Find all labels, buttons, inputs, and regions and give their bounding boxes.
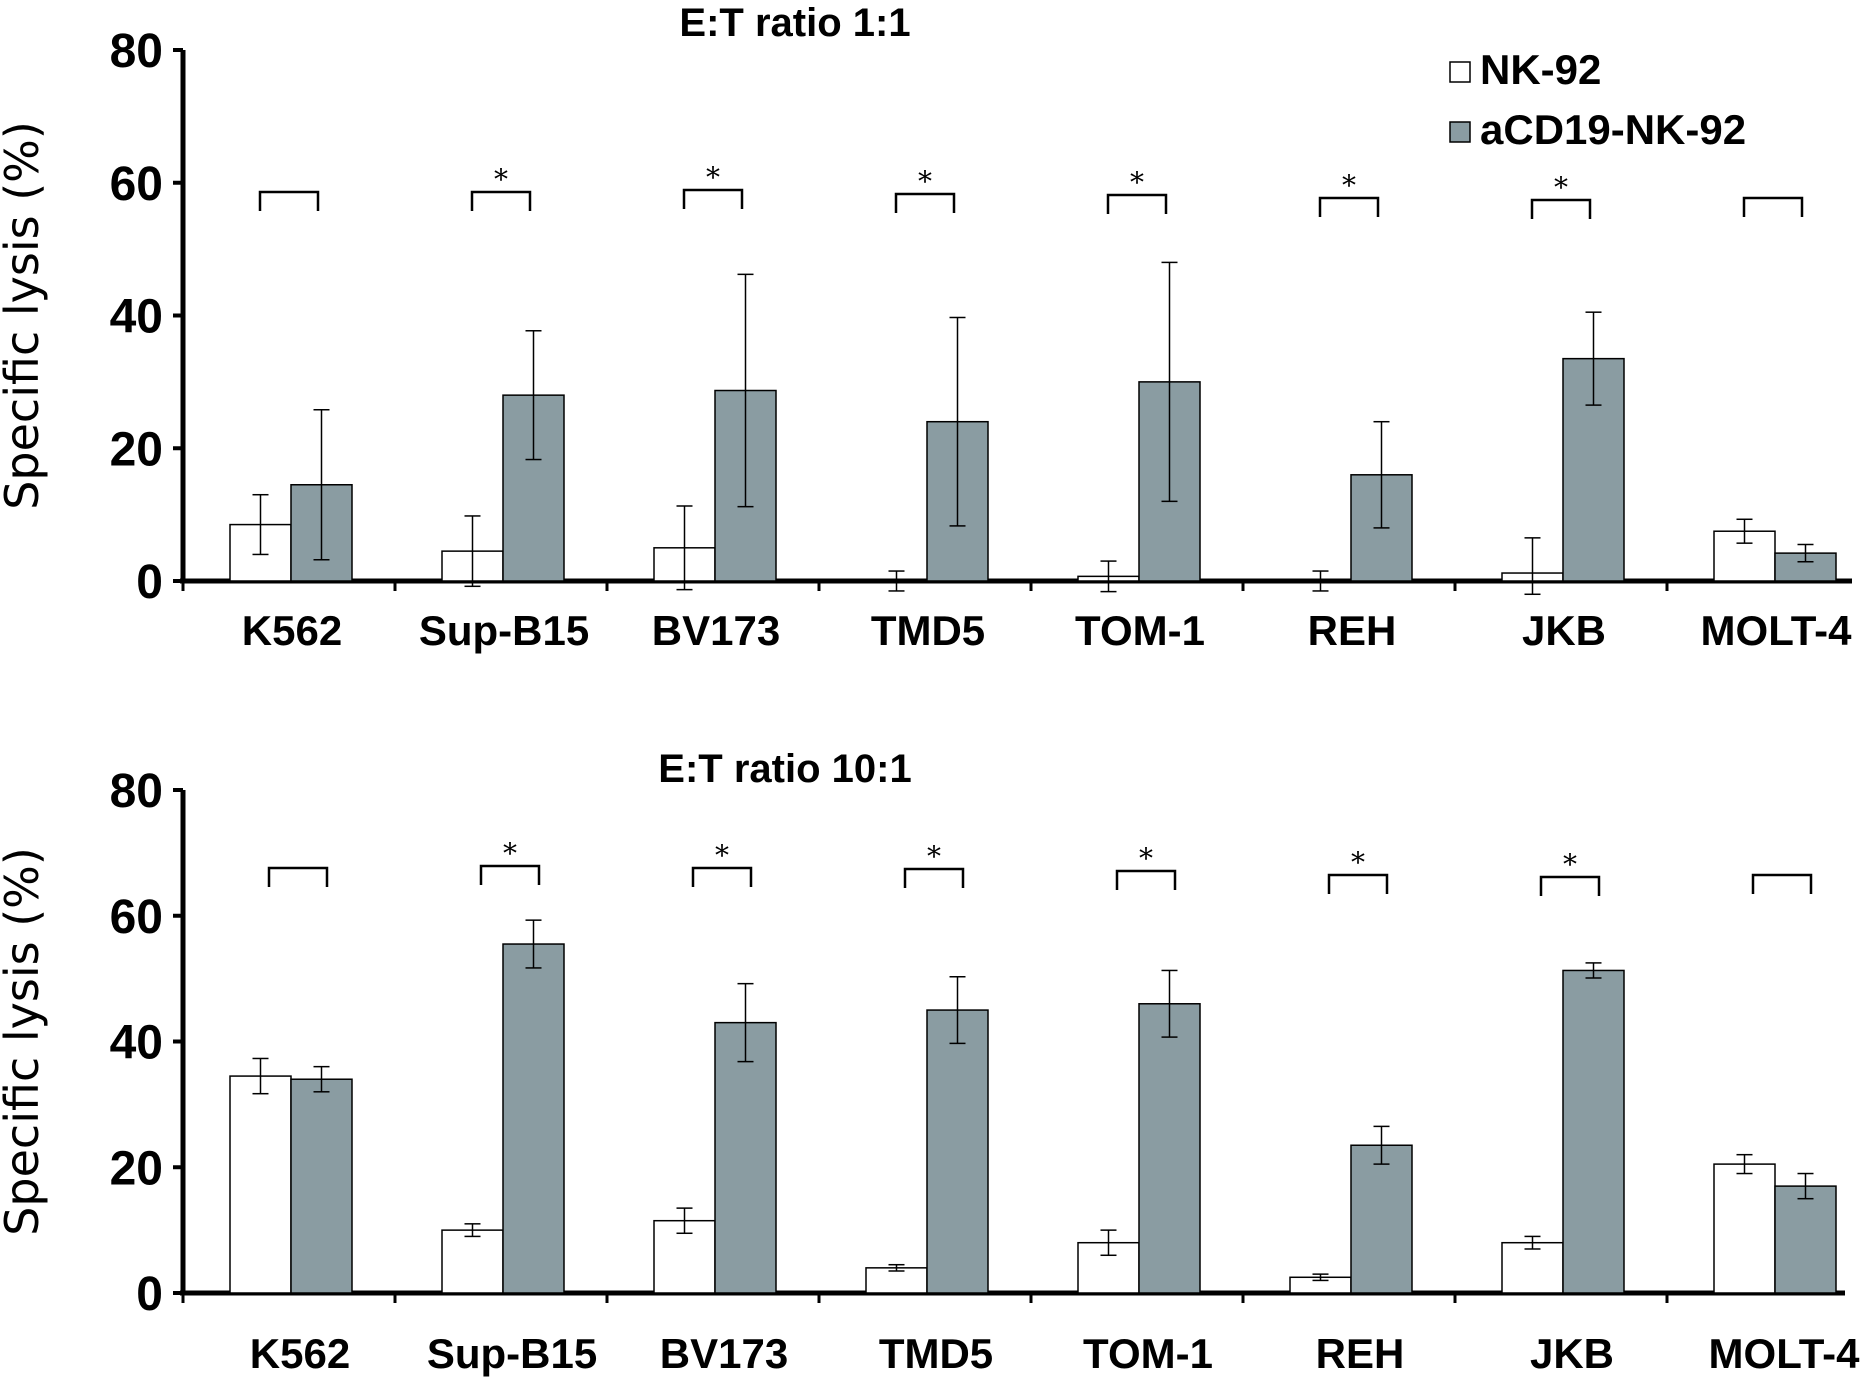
bar-nk92 [1501,1241,1564,1294]
legend-swatch-nk92 [1449,61,1471,83]
bar-acd19 [502,943,565,1294]
significance-bracket [903,867,965,888]
significance-bracket [1106,193,1168,214]
significance-marker: * [503,837,517,870]
y-tick-label: 40 [110,1017,163,1070]
significance-bracket [682,188,744,209]
significance-bracket [470,190,532,211]
bar-nk92 [1713,1163,1776,1294]
y-tick-label: 0 [136,556,163,609]
significance-marker: * [715,839,729,872]
significance-marker: * [1351,846,1365,879]
category-label: BV173 [660,1330,788,1377]
significance-marker: * [706,161,720,194]
category-label: Sup-B15 [427,1330,597,1377]
category-label: TMD5 [871,607,985,654]
significance-marker: * [1130,166,1144,199]
category-label: K562 [242,607,342,654]
bar-acd19 [926,1009,989,1294]
bar-acd19 [290,1078,353,1294]
category-label: MOLT-4 [1709,1330,1861,1377]
bar-acd19 [1562,969,1625,1294]
category-label: TOM-1 [1083,1330,1213,1377]
category-label: TOM-1 [1075,607,1205,654]
legend-swatch-acd19 [1449,121,1471,143]
bar-acd19 [714,1021,777,1294]
category-label: REH [1308,607,1397,654]
significance-marker: * [927,840,941,873]
y-tick-label: 20 [110,423,163,476]
y-tick-label: 80 [110,765,163,818]
y-tick-label: 80 [110,25,163,78]
significance-bracket [258,190,320,211]
bar-nk92 [229,1075,292,1294]
significance-bracket [267,866,329,887]
bar-nk92 [441,1229,504,1294]
significance-bracket [1742,196,1804,217]
significance-bracket [1115,869,1177,890]
panel-2: E:T ratio 10:1 0 20 40 60 80 Specific lysis (%… [0,747,1860,1377]
legend-label: NK-92 [1480,46,1601,93]
significance-bracket [1751,873,1813,894]
significance-marker: * [1139,842,1153,875]
y-tick-label: 40 [110,291,163,344]
legend: NK-92 aCD19-NK-92 [1449,46,1746,153]
significance-bracket [1318,196,1380,217]
category-label: REH [1316,1330,1405,1377]
significance-bracket [691,866,753,887]
significance-bracket [894,192,956,213]
panel-1: E:T ratio 1:1 0 20 40 60 80 Specific lysis (%)… [0,1,1852,654]
category-label: TMD5 [879,1330,993,1377]
category-label: JKB [1522,607,1606,654]
category-label: MOLT-4 [1701,607,1853,654]
significance-marker: * [1554,171,1568,204]
y-tick-label: 60 [110,891,163,944]
significance-marker: * [918,165,932,198]
category-label: K562 [250,1330,350,1377]
y-tick-label: 0 [136,1268,163,1321]
category-label: BV173 [652,607,780,654]
bar-acd19 [1350,1144,1413,1294]
significance-bracket [1539,875,1601,896]
significance-bracket [1327,873,1389,894]
bar-nk92 [865,1267,928,1294]
y-axis-label: Specific lysis (%) [0,847,49,1236]
chart-title: E:T ratio 10:1 [658,747,911,791]
y-axis-label: Specific lysis (%) [0,121,49,510]
y-tick-label: 60 [110,158,163,211]
bar-acd19 [1774,1185,1837,1294]
bar-acd19 [1138,1003,1201,1294]
y-tick-label: 20 [110,1142,163,1195]
legend-label: aCD19-NK-92 [1480,106,1746,153]
category-label: JKB [1530,1330,1614,1377]
chart-title: E:T ratio 1:1 [679,1,910,45]
significance-marker: * [1342,169,1356,202]
significance-marker: * [494,163,508,196]
significance-bracket [479,864,541,885]
significance-marker: * [1563,848,1577,881]
significance-bracket [1530,198,1592,219]
category-label: Sup-B15 [419,607,589,654]
